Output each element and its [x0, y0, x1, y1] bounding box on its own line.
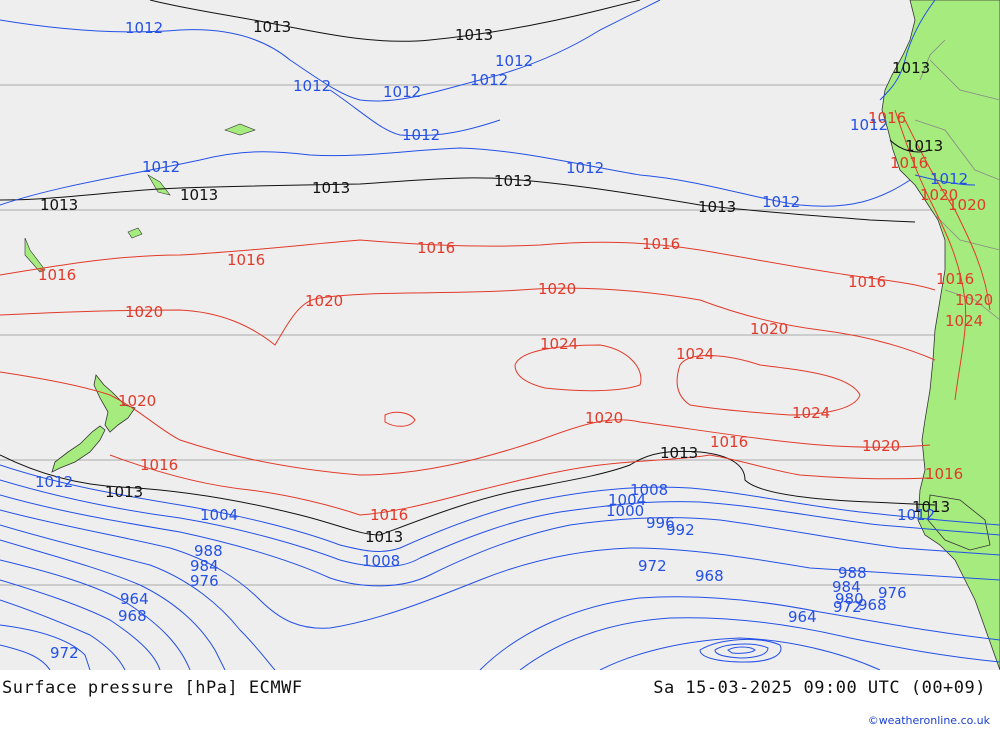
isobar-label: 1012 [35, 473, 73, 491]
isobar-label: 980 [835, 590, 864, 608]
isobar-label: 1013 [905, 137, 943, 155]
isobar-label: 1016 [227, 251, 265, 269]
isobar-label: 1013 [253, 18, 291, 36]
south-america-land [881, 0, 1000, 670]
isobar-label: 1020 [862, 437, 900, 455]
isobar-label: 972 [50, 644, 79, 662]
isobar-label: 1012 [495, 52, 533, 70]
isobars-low-north [0, 0, 911, 207]
isobar-label: 1016 [868, 109, 906, 127]
isobar-label: 968 [858, 596, 887, 614]
new-zealand-south-island [51, 425, 106, 473]
isobar-label: 984 [190, 557, 219, 575]
isobar-label: 1016 [140, 456, 178, 474]
credit-link[interactable]: ©weatheronline.co.uk [867, 714, 990, 727]
isobar-label: 1013 [365, 528, 403, 546]
isobar-label: 1020 [585, 409, 623, 427]
pacific-islands [24, 123, 256, 273]
isobar-label: 1016 [848, 273, 886, 291]
isobar-label: 1016 [38, 266, 76, 284]
isobar-label: 968 [695, 567, 724, 585]
isobar-label: 1012 [402, 126, 440, 144]
isobar-label: 1013 [892, 59, 930, 77]
isobar-label: 964 [120, 590, 149, 608]
isobar-label: 1013 [40, 196, 78, 214]
isobars-low-south [0, 464, 1000, 670]
valid-time: Sa 15-03-2025 09:00 UTC (00+09) [653, 678, 986, 698]
isobar-label: 1016 [890, 154, 928, 172]
isobar-label: 1012 [850, 116, 888, 134]
isobar-label: 1020 [948, 196, 986, 214]
isobar-label: 1020 [750, 320, 788, 338]
isobar-label: 996 [646, 514, 675, 532]
isobar-label: 1020 [305, 292, 343, 310]
isobar-label: 1016 [925, 465, 963, 483]
country-borders [914, 39, 1000, 321]
isobar-label: 1004 [608, 491, 646, 509]
isobar-label: 972 [833, 598, 862, 616]
isobar-label: 1000 [606, 502, 644, 520]
isobar-label: 984 [832, 578, 861, 596]
isobar-label: 1008 [630, 481, 668, 499]
isobar-label: 1013 [455, 26, 493, 44]
isobar-label: 1020 [538, 280, 576, 298]
isobar-label: 1020 [920, 186, 958, 204]
isobar-label: 992 [666, 521, 695, 539]
isobar-label: 1016 [936, 270, 974, 288]
isobar-label: 1024 [945, 312, 983, 330]
isobar-label: 1024 [540, 335, 578, 353]
isobar-label: 1016 [417, 239, 455, 257]
isobar-label: 968 [118, 607, 147, 625]
isobars-1013 [0, 0, 936, 536]
isobar-label: 1013 [312, 179, 350, 197]
isobars-high [0, 239, 936, 516]
isobar-label: 1004 [200, 506, 238, 524]
isobar-label: 976 [190, 572, 219, 590]
isobar-label: 1013 [180, 186, 218, 204]
isobar-label: 1024 [792, 404, 830, 422]
isobar-label: 1012 [470, 71, 508, 89]
isobar-label: 1013 [494, 172, 532, 190]
isobar-label: 1012 [930, 170, 968, 188]
isobar-label: 1013 [660, 444, 698, 462]
isobar-label: 1012 [566, 159, 604, 177]
isobar-label: 1016 [710, 433, 748, 451]
isobar-label: 1020 [118, 392, 156, 410]
isobar-label: 972 [638, 557, 667, 575]
coastal-isobars [879, 0, 991, 401]
isobar-label: 1020 [125, 303, 163, 321]
isobar-label: 1008 [362, 552, 400, 570]
isobar-label: 1024 [676, 345, 714, 363]
isobar-label: 1020 [955, 291, 993, 309]
isobar-label: 1012 [125, 19, 163, 37]
isobar-label: 964 [788, 608, 817, 626]
isobar-label: 1013 [698, 198, 736, 216]
isobar-label: 1012 [383, 83, 421, 101]
new-zealand-north-island [93, 374, 136, 433]
map-title: Surface pressure [hPa] ECMWF [2, 678, 303, 698]
isobar-label: 1013 [912, 498, 950, 516]
lat-lon-grid [0, 84, 1000, 586]
isobar-label: 1016 [370, 506, 408, 524]
isobar-label: 1012 [897, 506, 935, 524]
isobar-label: 988 [838, 564, 867, 582]
isobar-label: 1012 [293, 77, 331, 95]
isobar-label: 988 [194, 542, 223, 560]
isobar-label: 1016 [642, 235, 680, 253]
tierra-del-fuego [927, 494, 991, 551]
isobar-label: 1013 [105, 483, 143, 501]
isobar-label: 976 [878, 584, 907, 602]
isobar-label: 1012 [762, 193, 800, 211]
isobar-label: 1012 [142, 158, 180, 176]
